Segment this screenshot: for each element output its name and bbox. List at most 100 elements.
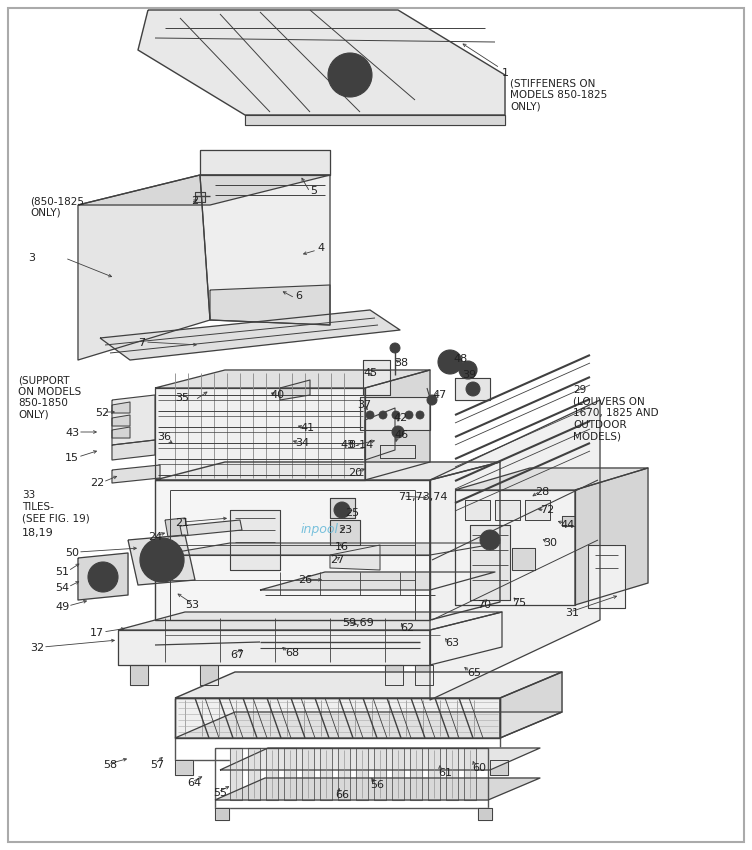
- Text: 34: 34: [295, 438, 309, 448]
- Polygon shape: [155, 462, 500, 480]
- Text: 26: 26: [298, 575, 312, 585]
- Polygon shape: [284, 748, 296, 800]
- Text: 35: 35: [175, 393, 189, 403]
- Polygon shape: [360, 397, 430, 430]
- Polygon shape: [330, 498, 355, 518]
- Text: (850-1825
ONLY): (850-1825 ONLY): [30, 196, 84, 218]
- Text: 44: 44: [560, 520, 575, 530]
- Text: 67: 67: [230, 650, 244, 660]
- Text: (STIFFENERS ON
MODELS 850-1825
ONLY): (STIFFENERS ON MODELS 850-1825 ONLY): [510, 78, 608, 111]
- Text: 23: 23: [338, 525, 352, 535]
- Polygon shape: [195, 192, 205, 202]
- Polygon shape: [330, 520, 360, 545]
- Polygon shape: [365, 370, 430, 480]
- Polygon shape: [215, 778, 540, 800]
- Polygon shape: [128, 535, 195, 585]
- Circle shape: [416, 411, 424, 419]
- Text: 47: 47: [432, 390, 446, 400]
- Text: 21: 21: [175, 518, 189, 528]
- Text: 30: 30: [543, 538, 557, 548]
- Text: 71,73,74: 71,73,74: [398, 492, 447, 502]
- Circle shape: [150, 548, 174, 572]
- Text: 38: 38: [394, 358, 408, 368]
- Polygon shape: [230, 748, 242, 800]
- Polygon shape: [138, 10, 505, 115]
- Polygon shape: [220, 748, 540, 770]
- Circle shape: [459, 361, 477, 379]
- Text: 2: 2: [191, 196, 198, 206]
- Polygon shape: [266, 748, 278, 800]
- Polygon shape: [100, 310, 400, 360]
- Text: 3: 3: [28, 253, 35, 263]
- Text: 50: 50: [65, 548, 79, 558]
- Circle shape: [328, 53, 372, 97]
- Text: 31: 31: [565, 608, 579, 618]
- Polygon shape: [112, 465, 160, 483]
- Text: 45: 45: [363, 368, 377, 378]
- Circle shape: [95, 569, 111, 585]
- Circle shape: [405, 411, 413, 419]
- Circle shape: [438, 350, 462, 374]
- Circle shape: [480, 530, 500, 550]
- Text: 40: 40: [270, 390, 284, 400]
- Polygon shape: [112, 440, 155, 460]
- Text: 28: 28: [535, 487, 549, 497]
- Text: 72: 72: [540, 505, 554, 515]
- Polygon shape: [78, 175, 210, 360]
- Text: 58: 58: [103, 760, 117, 770]
- Text: 43: 43: [65, 428, 79, 438]
- Circle shape: [466, 382, 480, 396]
- Text: 5: 5: [310, 186, 317, 196]
- Polygon shape: [562, 516, 575, 526]
- Polygon shape: [175, 698, 500, 738]
- Text: 36: 36: [157, 432, 171, 442]
- Circle shape: [334, 502, 350, 518]
- Polygon shape: [455, 378, 490, 400]
- Text: 64: 64: [187, 778, 201, 788]
- Polygon shape: [430, 400, 600, 700]
- Circle shape: [392, 426, 404, 438]
- Polygon shape: [430, 612, 502, 665]
- Circle shape: [427, 395, 437, 405]
- Text: 33
TILES-
(SEE FIG. 19): 33 TILES- (SEE FIG. 19): [22, 490, 89, 524]
- Polygon shape: [180, 520, 242, 536]
- Polygon shape: [260, 572, 495, 590]
- Polygon shape: [465, 500, 490, 520]
- Circle shape: [379, 411, 387, 419]
- Polygon shape: [392, 748, 404, 800]
- Polygon shape: [495, 500, 520, 520]
- Polygon shape: [588, 545, 625, 608]
- Text: 42: 42: [393, 413, 408, 423]
- Polygon shape: [410, 748, 422, 800]
- Circle shape: [88, 562, 118, 592]
- Polygon shape: [446, 748, 458, 800]
- Text: 49: 49: [55, 602, 69, 612]
- Polygon shape: [415, 665, 433, 685]
- Text: 43: 43: [340, 440, 354, 450]
- Text: 20: 20: [348, 468, 362, 478]
- Text: 56: 56: [370, 780, 384, 790]
- Polygon shape: [464, 748, 476, 800]
- Text: 17: 17: [90, 628, 104, 638]
- Polygon shape: [380, 445, 415, 458]
- Text: 54: 54: [55, 583, 69, 593]
- Text: 27: 27: [330, 555, 344, 565]
- Polygon shape: [200, 150, 330, 175]
- Circle shape: [366, 411, 374, 419]
- Polygon shape: [175, 760, 193, 775]
- Polygon shape: [248, 748, 260, 800]
- Polygon shape: [363, 360, 390, 395]
- Text: 59,69: 59,69: [342, 618, 374, 628]
- Text: 60: 60: [472, 763, 486, 773]
- Circle shape: [392, 411, 400, 419]
- Polygon shape: [356, 748, 368, 800]
- Polygon shape: [512, 548, 535, 570]
- Text: 32: 32: [30, 643, 44, 653]
- Polygon shape: [200, 175, 330, 325]
- Text: 48: 48: [453, 354, 467, 364]
- Polygon shape: [175, 672, 562, 698]
- Text: 39: 39: [462, 370, 476, 380]
- Polygon shape: [245, 115, 505, 125]
- Polygon shape: [478, 808, 492, 820]
- Polygon shape: [155, 388, 365, 480]
